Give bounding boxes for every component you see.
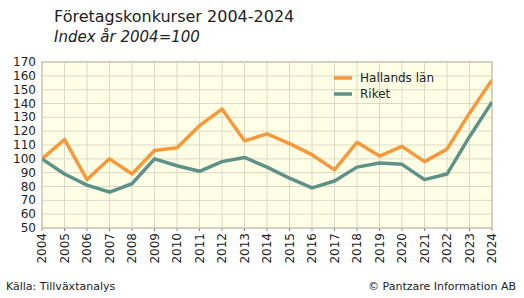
y-tick-label: 60 bbox=[21, 207, 36, 221]
x-tick-label: 2021 bbox=[418, 233, 432, 264]
grid-line bbox=[424, 62, 425, 228]
y-tick-label: 50 bbox=[21, 221, 36, 235]
x-tick-label: 2020 bbox=[395, 233, 409, 264]
y-tick-label: 90 bbox=[21, 166, 36, 180]
y-tick-label: 110 bbox=[13, 138, 36, 152]
grid-line bbox=[87, 62, 88, 228]
x-tick-label: 2015 bbox=[283, 233, 297, 264]
x-tick-label: 2006 bbox=[80, 233, 94, 264]
plot-frame bbox=[42, 62, 492, 228]
y-tick-label: 100 bbox=[13, 152, 36, 166]
grid-line bbox=[244, 62, 245, 228]
subtitle: Index år 2004=100 bbox=[54, 28, 200, 46]
legend-swatch bbox=[334, 76, 352, 80]
legend-label: Hallands län bbox=[360, 71, 434, 85]
x-tick-label: 2017 bbox=[328, 233, 342, 264]
x-tick-label: 2016 bbox=[305, 233, 319, 264]
grid-line bbox=[267, 62, 268, 228]
plot-area bbox=[42, 62, 492, 228]
grid-line bbox=[469, 62, 470, 228]
x-tick-label: 2023 bbox=[463, 233, 477, 264]
x-tick-label: 2011 bbox=[193, 233, 207, 264]
grid-line bbox=[109, 62, 110, 228]
y-tick-label: 130 bbox=[13, 110, 36, 124]
y-tick-label: 150 bbox=[13, 83, 36, 97]
y-tick-label: 170 bbox=[13, 55, 36, 69]
y-tick-label: 140 bbox=[13, 97, 36, 111]
x-tick-label: 2024 bbox=[485, 233, 499, 264]
grid-line bbox=[154, 62, 155, 228]
grid-line bbox=[312, 62, 313, 228]
y-tick-label: 120 bbox=[13, 124, 36, 138]
x-tick-label: 2004 bbox=[35, 233, 49, 264]
credit: © Pantzare Information AB bbox=[368, 280, 516, 293]
x-tick-label: 2005 bbox=[58, 233, 72, 264]
y-tick-label: 70 bbox=[21, 193, 36, 207]
background bbox=[0, 0, 524, 298]
title: Företagskonkurser 2004-2024 bbox=[54, 7, 294, 26]
x-tick-label: 2013 bbox=[238, 233, 252, 264]
line-series bbox=[42, 102, 492, 192]
x-tick-label: 2008 bbox=[125, 233, 139, 264]
x-tick-label: 2010 bbox=[170, 233, 184, 264]
grid-line bbox=[132, 62, 133, 228]
grid-line bbox=[222, 62, 223, 228]
x-tick-label: 2012 bbox=[215, 233, 229, 264]
y-tick-label: 160 bbox=[13, 69, 36, 83]
x-tick-label: 2007 bbox=[103, 233, 117, 264]
x-tick-label: 2022 bbox=[440, 233, 454, 264]
grid-line bbox=[64, 62, 65, 228]
y-tick-label: 80 bbox=[21, 180, 36, 194]
legend-label: Riket bbox=[360, 87, 391, 101]
chart: 5060708090100110120130140150160170 2004 20… bbox=[0, 0, 524, 298]
source: Källa: Tillväxtanalys bbox=[6, 280, 115, 293]
line-series bbox=[42, 80, 492, 180]
grid-line bbox=[334, 62, 335, 228]
legend-swatch bbox=[334, 92, 352, 96]
x-tick-label: 2009 bbox=[148, 233, 162, 264]
series-group bbox=[42, 80, 492, 192]
grid-line bbox=[199, 62, 200, 228]
x-tick-label: 2019 bbox=[373, 233, 387, 264]
x-tick-label: 2014 bbox=[260, 233, 274, 264]
x-tick-label: 2018 bbox=[350, 233, 364, 264]
grid-line bbox=[447, 62, 448, 228]
